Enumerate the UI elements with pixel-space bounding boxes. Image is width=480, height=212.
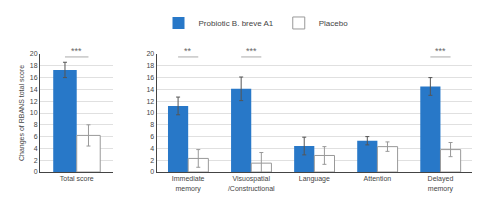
svg-text:4: 4: [150, 145, 154, 152]
svg-text:Language: Language: [299, 175, 330, 183]
svg-text:14: 14: [146, 86, 154, 93]
svg-text:16: 16: [30, 74, 38, 81]
svg-text:20: 20: [146, 50, 154, 57]
svg-text:Placebo: Placebo: [319, 19, 348, 28]
svg-text:***: ***: [246, 46, 257, 56]
svg-text:20: 20: [30, 50, 38, 57]
svg-text:18: 18: [30, 62, 38, 69]
svg-text:4: 4: [34, 145, 38, 152]
svg-text:8: 8: [150, 121, 154, 128]
svg-text:Probiotic B. breve A1: Probiotic B. breve A1: [199, 19, 274, 28]
svg-text:12: 12: [30, 98, 38, 105]
svg-text:6: 6: [34, 133, 38, 140]
svg-text:Changes of RBANS total score: Changes of RBANS total score: [18, 65, 26, 161]
svg-text:0: 0: [34, 168, 38, 175]
svg-text:2: 2: [34, 157, 38, 164]
svg-text:Immediatememory: Immediatememory: [172, 175, 205, 192]
svg-text:***: ***: [71, 46, 82, 56]
svg-text:***: ***: [435, 46, 446, 56]
svg-text:**: **: [184, 46, 192, 56]
svg-text:6: 6: [150, 133, 154, 140]
svg-text:Attention: Attention: [364, 175, 392, 182]
svg-text:10: 10: [30, 109, 38, 116]
svg-text:Visuospatial/Constructional: Visuospatial/Constructional: [228, 175, 275, 191]
svg-text:0: 0: [150, 168, 154, 175]
svg-text:Total score: Total score: [60, 175, 94, 182]
svg-text:14: 14: [30, 86, 38, 93]
svg-text:18: 18: [146, 62, 154, 69]
svg-text:10: 10: [146, 109, 154, 116]
svg-text:Delayedmemory: Delayedmemory: [428, 175, 454, 192]
svg-text:12: 12: [146, 98, 154, 105]
svg-text:2: 2: [150, 157, 154, 164]
svg-text:16: 16: [146, 74, 154, 81]
svg-text:8: 8: [34, 121, 38, 128]
